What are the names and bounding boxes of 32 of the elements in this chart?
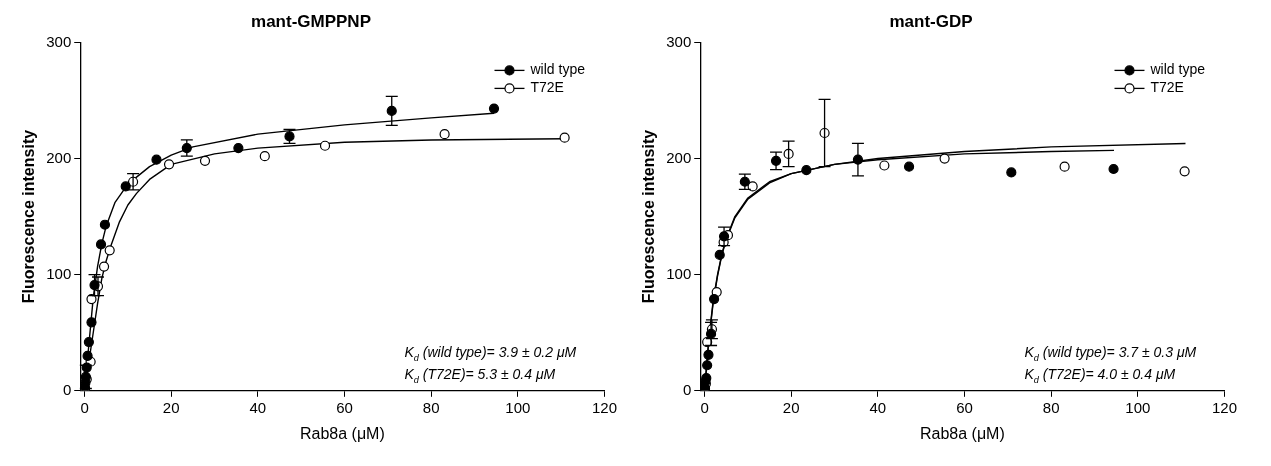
y-axis-title: Fluorescence intensity (640, 129, 658, 304)
x-tick-label: 20 (162, 398, 180, 416)
x-tick-label: 60 (336, 398, 353, 416)
y-tick-label: 0 (62, 380, 72, 398)
x-tick-label: 120 (591, 398, 617, 416)
legend-label: T72E (530, 79, 564, 96)
x-tick-label: 100 (1125, 398, 1151, 416)
x-tick-label: 20 (782, 398, 800, 416)
x-tick-label: 80 (1042, 398, 1060, 416)
y-tick-label: 300 (46, 32, 72, 50)
y-tick-label: 200 (46, 148, 72, 166)
x-tick-label: 100 (505, 398, 531, 416)
x-tick-label: 40 (249, 398, 267, 416)
y-tick-label: 100 (666, 264, 692, 282)
y-tick-label: 300 (666, 32, 692, 50)
x-tick-label: 80 (422, 398, 440, 416)
x-tick-label: 0 (80, 398, 89, 416)
x-tick-label: 40 (869, 398, 887, 416)
x-tick-label: 120 (1211, 398, 1237, 416)
legend-label: wild type (1149, 61, 1206, 78)
y-axis-title: Fluorescence intensity (20, 129, 38, 304)
y-tick-label: 100 (46, 264, 72, 282)
chart-title: mant-GDP (889, 11, 973, 31)
legend-label: wild type (529, 61, 586, 78)
x-axis-title: Rab8a (μM) (299, 424, 385, 442)
y-tick-label: 200 (666, 148, 692, 166)
x-tick-label: 0 (700, 398, 709, 416)
x-axis-title: Rab8a (μM) (919, 424, 1005, 442)
y-tick-label: 0 (682, 380, 692, 398)
chart-title: mant-GMPPNP (251, 11, 371, 31)
legend-label: T72E (1150, 79, 1184, 96)
x-tick-label: 60 (956, 398, 973, 416)
